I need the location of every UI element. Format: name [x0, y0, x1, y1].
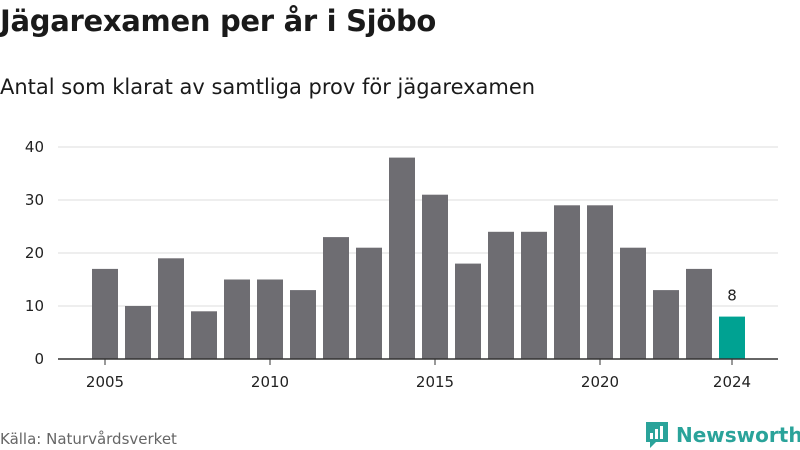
source-note: Källa: Naturvårdsverket — [0, 430, 177, 448]
brand-name: Newsworthy — [676, 423, 800, 447]
bar — [389, 157, 415, 359]
data-label: 8 — [727, 287, 737, 305]
bar — [587, 205, 613, 359]
y-tick-label: 10 — [25, 297, 44, 315]
bar — [323, 237, 349, 359]
bar — [224, 279, 250, 359]
bar — [488, 231, 514, 359]
x-tick-label: 2020 — [581, 373, 619, 391]
chart-title: Jägarexamen per år i Sjöbo — [0, 4, 437, 38]
x-tick-label: 2005 — [86, 373, 124, 391]
chart-subtitle: Antal som klarat av samtliga prov för jä… — [0, 75, 536, 99]
bar — [158, 258, 184, 359]
bar — [554, 205, 580, 359]
bar — [686, 268, 712, 359]
y-tick-label: 0 — [34, 350, 44, 368]
x-tick-label: 2015 — [416, 373, 454, 391]
bar — [653, 290, 679, 359]
bar — [422, 194, 448, 359]
brand-logo: Newsworthy — [644, 420, 800, 450]
y-tick-label: 30 — [25, 191, 44, 209]
newsworthy-icon — [646, 422, 668, 448]
bar — [257, 279, 283, 359]
bar — [521, 231, 547, 359]
bar — [620, 247, 646, 359]
bar — [92, 268, 118, 359]
y-tick-label: 40 — [25, 138, 44, 156]
bar — [290, 290, 316, 359]
bar — [455, 263, 481, 359]
bar — [125, 306, 151, 359]
bar — [719, 316, 745, 359]
bar-chart: 0 10 20 30 40 2005 2010 2015 2020 2024 8 — [25, 138, 778, 391]
x-tick-label: 2024 — [713, 373, 751, 391]
bar — [356, 247, 382, 359]
bar — [191, 311, 217, 359]
y-tick-label: 20 — [25, 244, 44, 262]
x-tick-label: 2010 — [251, 373, 289, 391]
